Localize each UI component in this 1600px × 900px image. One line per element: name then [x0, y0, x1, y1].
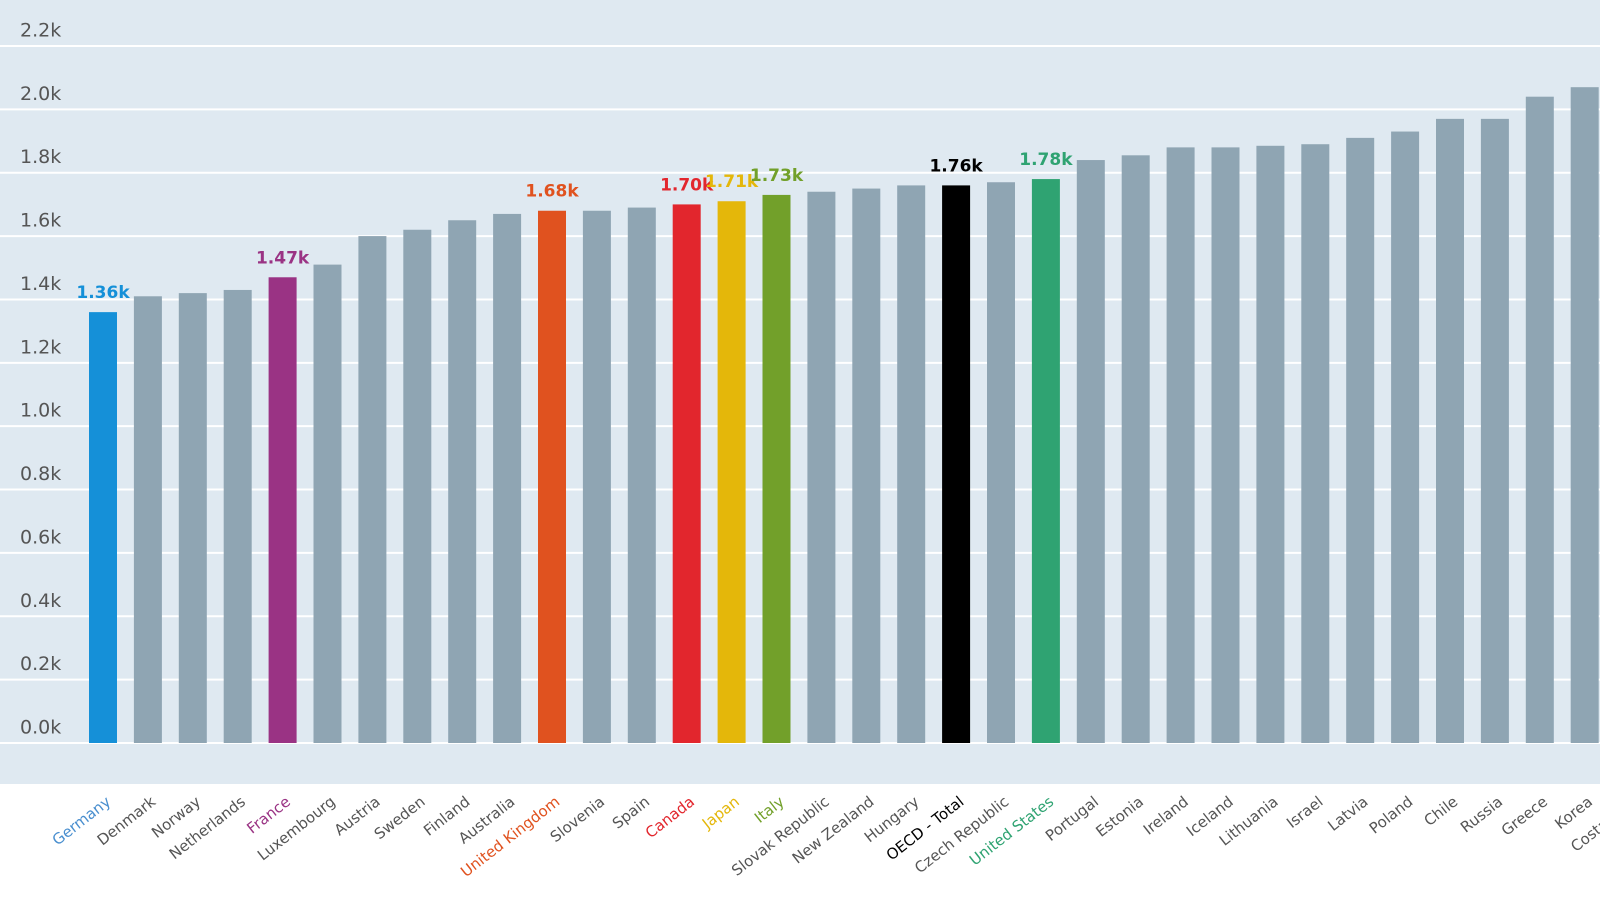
bar [1525, 96, 1554, 743]
bar [627, 207, 656, 743]
value-label: 1.71k [705, 172, 759, 192]
x-tick-label: Luxembourg [254, 793, 339, 865]
bar [942, 185, 971, 743]
bar [223, 289, 252, 743]
bar [538, 210, 566, 743]
y-tick-label: 2.2k [20, 20, 61, 42]
x-tick-label: Chile [1421, 793, 1462, 830]
value-label: 1.73k [750, 166, 804, 186]
bar [1480, 118, 1509, 744]
bar [897, 185, 926, 743]
bar [1076, 160, 1105, 743]
plot-background [0, 0, 1600, 784]
bar [672, 204, 701, 744]
bar [1031, 179, 1060, 744]
bar [807, 191, 836, 744]
bar [178, 293, 207, 743]
bar [1211, 147, 1240, 743]
bar [448, 220, 477, 743]
x-tick-label: Sweden [371, 793, 429, 844]
bar [358, 236, 387, 743]
x-tick-label: Russia [1457, 793, 1506, 837]
value-label: 1.47k [256, 248, 310, 268]
bar [1121, 155, 1150, 744]
bar [1391, 131, 1420, 744]
bar [1436, 118, 1464, 744]
bar [268, 277, 297, 743]
y-tick-label: 0.6k [20, 526, 61, 548]
bar [762, 194, 791, 743]
x-tick-label: Israel [1283, 793, 1326, 832]
bar [717, 201, 746, 743]
value-label: 1.76k [929, 156, 983, 176]
y-tick-label: 1.4k [20, 273, 61, 295]
x-tick-label: Japan [698, 793, 743, 834]
bar [1166, 147, 1195, 743]
bar [493, 213, 522, 743]
y-tick-label: 1.2k [20, 336, 61, 358]
bar [1570, 87, 1599, 744]
value-label: 1.70k [660, 175, 714, 195]
bar [1301, 144, 1330, 744]
y-tick-label: 0.4k [20, 590, 61, 612]
value-label: 1.78k [1019, 150, 1073, 170]
bar [582, 210, 611, 743]
x-tick-label: Italy [751, 792, 788, 826]
bar [1256, 145, 1285, 743]
x-tick-label: Canada [642, 793, 698, 842]
x-tick-label: Estonia [1092, 793, 1147, 841]
y-tick-label: 1.8k [20, 146, 61, 168]
x-tick-label: Ireland [1140, 793, 1192, 839]
bar [1346, 137, 1375, 744]
y-tick-label: 1.6k [20, 210, 61, 232]
y-tick-label: 2.0k [20, 83, 61, 105]
bar [313, 264, 342, 743]
value-label: 1.68k [525, 182, 579, 202]
bar [133, 296, 162, 743]
value-label: 1.36k [76, 283, 130, 303]
y-tick-label: 0.2k [20, 653, 61, 675]
x-tick-label: Greece [1498, 793, 1551, 840]
x-tick-label: Poland [1366, 793, 1417, 838]
y-tick-label: 0.0k [20, 717, 61, 739]
bar [89, 312, 117, 743]
y-tick-label: 1.0k [20, 400, 61, 422]
bar [852, 188, 881, 743]
bar [987, 182, 1015, 743]
y-tick-label: 0.8k [20, 463, 61, 485]
bar [403, 229, 432, 744]
x-tick-label: Latvia [1324, 793, 1371, 835]
